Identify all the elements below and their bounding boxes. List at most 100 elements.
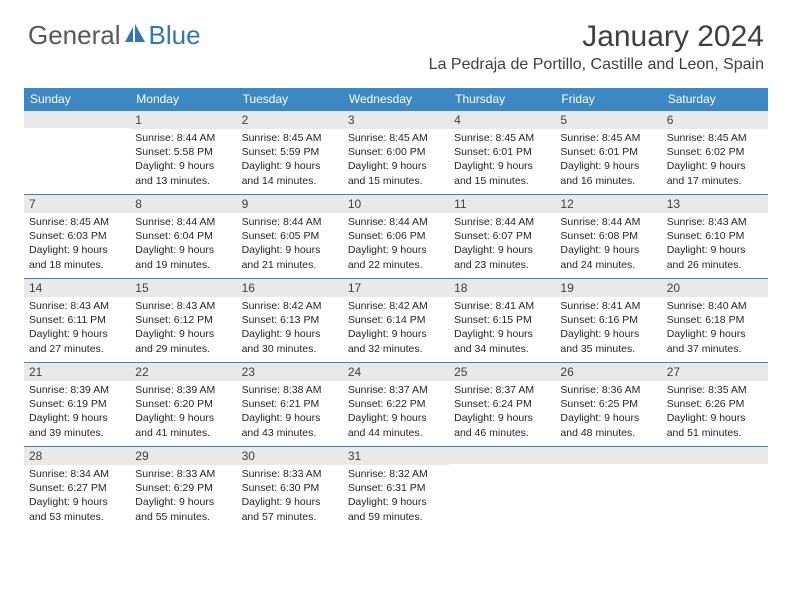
day-data: Sunrise: 8:41 AMSunset: 6:15 PMDaylight:… — [449, 297, 555, 362]
calendar-cell: 4Sunrise: 8:45 AMSunset: 6:01 PMDaylight… — [449, 110, 555, 194]
calendar-cell: 31Sunrise: 8:32 AMSunset: 6:31 PMDayligh… — [343, 446, 449, 530]
day-number — [555, 446, 661, 464]
month-title: January 2024 — [429, 20, 764, 54]
day-data: Sunrise: 8:33 AMSunset: 6:30 PMDaylight:… — [237, 465, 343, 530]
calendar-cell: 8Sunrise: 8:44 AMSunset: 6:04 PMDaylight… — [130, 194, 236, 278]
calendar-week-row: 14Sunrise: 8:43 AMSunset: 6:11 PMDayligh… — [24, 278, 768, 362]
calendar-cell — [662, 446, 768, 530]
day-data: Sunrise: 8:43 AMSunset: 6:10 PMDaylight:… — [662, 213, 768, 278]
calendar-header-row: SundayMondayTuesdayWednesdayThursdayFrid… — [24, 88, 768, 110]
calendar-cell: 15Sunrise: 8:43 AMSunset: 6:12 PMDayligh… — [130, 278, 236, 362]
day-data: Sunrise: 8:39 AMSunset: 6:19 PMDaylight:… — [24, 381, 130, 446]
calendar-cell: 1Sunrise: 8:44 AMSunset: 5:58 PMDaylight… — [130, 110, 236, 194]
calendar-cell: 12Sunrise: 8:44 AMSunset: 6:08 PMDayligh… — [555, 194, 661, 278]
day-data: Sunrise: 8:33 AMSunset: 6:29 PMDaylight:… — [130, 465, 236, 530]
calendar-cell: 22Sunrise: 8:39 AMSunset: 6:20 PMDayligh… — [130, 362, 236, 446]
day-number: 15 — [130, 278, 236, 297]
day-number: 6 — [662, 110, 768, 129]
day-data: Sunrise: 8:44 AMSunset: 6:07 PMDaylight:… — [449, 213, 555, 278]
day-data: Sunrise: 8:45 AMSunset: 5:59 PMDaylight:… — [237, 129, 343, 194]
calendar-cell: 17Sunrise: 8:42 AMSunset: 6:14 PMDayligh… — [343, 278, 449, 362]
calendar-cell: 7Sunrise: 8:45 AMSunset: 6:03 PMDaylight… — [24, 194, 130, 278]
day-number: 24 — [343, 362, 449, 381]
day-number — [449, 446, 555, 464]
day-number: 31 — [343, 446, 449, 465]
weekday-header: Saturday — [662, 88, 768, 110]
day-number: 17 — [343, 278, 449, 297]
day-number: 8 — [130, 194, 236, 213]
day-data: Sunrise: 8:45 AMSunset: 6:01 PMDaylight:… — [555, 129, 661, 194]
calendar-cell: 23Sunrise: 8:38 AMSunset: 6:21 PMDayligh… — [237, 362, 343, 446]
calendar-cell: 30Sunrise: 8:33 AMSunset: 6:30 PMDayligh… — [237, 446, 343, 530]
day-data: Sunrise: 8:42 AMSunset: 6:14 PMDaylight:… — [343, 297, 449, 362]
day-data: Sunrise: 8:45 AMSunset: 6:03 PMDaylight:… — [24, 213, 130, 278]
day-number: 14 — [24, 278, 130, 297]
day-data: Sunrise: 8:45 AMSunset: 6:02 PMDaylight:… — [662, 129, 768, 194]
day-number — [662, 446, 768, 464]
calendar-cell: 6Sunrise: 8:45 AMSunset: 6:02 PMDaylight… — [662, 110, 768, 194]
calendar-cell: 20Sunrise: 8:40 AMSunset: 6:18 PMDayligh… — [662, 278, 768, 362]
calendar-week-row: 1Sunrise: 8:44 AMSunset: 5:58 PMDaylight… — [24, 110, 768, 194]
calendar-cell: 18Sunrise: 8:41 AMSunset: 6:15 PMDayligh… — [449, 278, 555, 362]
location-subtitle: La Pedraja de Portillo, Castille and Leo… — [429, 56, 764, 74]
title-block: January 2024 La Pedraja de Portillo, Cas… — [429, 20, 764, 74]
day-data: Sunrise: 8:44 AMSunset: 6:06 PMDaylight:… — [343, 213, 449, 278]
weekday-header: Wednesday — [343, 88, 449, 110]
calendar-cell: 2Sunrise: 8:45 AMSunset: 5:59 PMDaylight… — [237, 110, 343, 194]
day-number: 9 — [237, 194, 343, 213]
day-number: 26 — [555, 362, 661, 381]
day-number: 23 — [237, 362, 343, 381]
day-number: 3 — [343, 110, 449, 129]
calendar-week-row: 28Sunrise: 8:34 AMSunset: 6:27 PMDayligh… — [24, 446, 768, 530]
brand-part1: General — [28, 20, 121, 51]
day-number: 12 — [555, 194, 661, 213]
day-data: Sunrise: 8:36 AMSunset: 6:25 PMDaylight:… — [555, 381, 661, 446]
calendar-cell: 3Sunrise: 8:45 AMSunset: 6:00 PMDaylight… — [343, 110, 449, 194]
day-data: Sunrise: 8:45 AMSunset: 6:01 PMDaylight:… — [449, 129, 555, 194]
calendar-cell: 24Sunrise: 8:37 AMSunset: 6:22 PMDayligh… — [343, 362, 449, 446]
day-number: 19 — [555, 278, 661, 297]
calendar-cell: 16Sunrise: 8:42 AMSunset: 6:13 PMDayligh… — [237, 278, 343, 362]
calendar-cell: 19Sunrise: 8:41 AMSunset: 6:16 PMDayligh… — [555, 278, 661, 362]
day-data: Sunrise: 8:43 AMSunset: 6:12 PMDaylight:… — [130, 297, 236, 362]
day-number: 13 — [662, 194, 768, 213]
day-data: Sunrise: 8:42 AMSunset: 6:13 PMDaylight:… — [237, 297, 343, 362]
calendar-body: 1Sunrise: 8:44 AMSunset: 5:58 PMDaylight… — [24, 110, 768, 530]
weekday-header: Thursday — [449, 88, 555, 110]
day-number: 20 — [662, 278, 768, 297]
weekday-header: Monday — [130, 88, 236, 110]
day-number: 21 — [24, 362, 130, 381]
calendar-table: SundayMondayTuesdayWednesdayThursdayFrid… — [24, 88, 768, 530]
day-data: Sunrise: 8:41 AMSunset: 6:16 PMDaylight:… — [555, 297, 661, 362]
day-data: Sunrise: 8:44 AMSunset: 6:04 PMDaylight:… — [130, 213, 236, 278]
calendar-cell: 26Sunrise: 8:36 AMSunset: 6:25 PMDayligh… — [555, 362, 661, 446]
day-number: 1 — [130, 110, 236, 129]
calendar-cell: 9Sunrise: 8:44 AMSunset: 6:05 PMDaylight… — [237, 194, 343, 278]
day-data: Sunrise: 8:39 AMSunset: 6:20 PMDaylight:… — [130, 381, 236, 446]
weekday-header: Sunday — [24, 88, 130, 110]
day-number — [24, 110, 130, 128]
calendar-cell: 11Sunrise: 8:44 AMSunset: 6:07 PMDayligh… — [449, 194, 555, 278]
day-data: Sunrise: 8:37 AMSunset: 6:22 PMDaylight:… — [343, 381, 449, 446]
day-data: Sunrise: 8:43 AMSunset: 6:11 PMDaylight:… — [24, 297, 130, 362]
day-number: 4 — [449, 110, 555, 129]
day-number: 30 — [237, 446, 343, 465]
day-data: Sunrise: 8:44 AMSunset: 6:08 PMDaylight:… — [555, 213, 661, 278]
calendar-week-row: 7Sunrise: 8:45 AMSunset: 6:03 PMDaylight… — [24, 194, 768, 278]
calendar-cell: 25Sunrise: 8:37 AMSunset: 6:24 PMDayligh… — [449, 362, 555, 446]
brand-logo: General Blue — [28, 20, 201, 51]
calendar-cell: 10Sunrise: 8:44 AMSunset: 6:06 PMDayligh… — [343, 194, 449, 278]
day-number: 27 — [662, 362, 768, 381]
calendar-cell — [24, 110, 130, 194]
calendar-cell: 14Sunrise: 8:43 AMSunset: 6:11 PMDayligh… — [24, 278, 130, 362]
day-data: Sunrise: 8:40 AMSunset: 6:18 PMDaylight:… — [662, 297, 768, 362]
day-number: 22 — [130, 362, 236, 381]
day-data: Sunrise: 8:37 AMSunset: 6:24 PMDaylight:… — [449, 381, 555, 446]
day-number: 2 — [237, 110, 343, 129]
day-data: Sunrise: 8:44 AMSunset: 6:05 PMDaylight:… — [237, 213, 343, 278]
calendar-cell: 29Sunrise: 8:33 AMSunset: 6:29 PMDayligh… — [130, 446, 236, 530]
day-number: 11 — [449, 194, 555, 213]
calendar-week-row: 21Sunrise: 8:39 AMSunset: 6:19 PMDayligh… — [24, 362, 768, 446]
day-data: Sunrise: 8:32 AMSunset: 6:31 PMDaylight:… — [343, 465, 449, 530]
day-number: 28 — [24, 446, 130, 465]
